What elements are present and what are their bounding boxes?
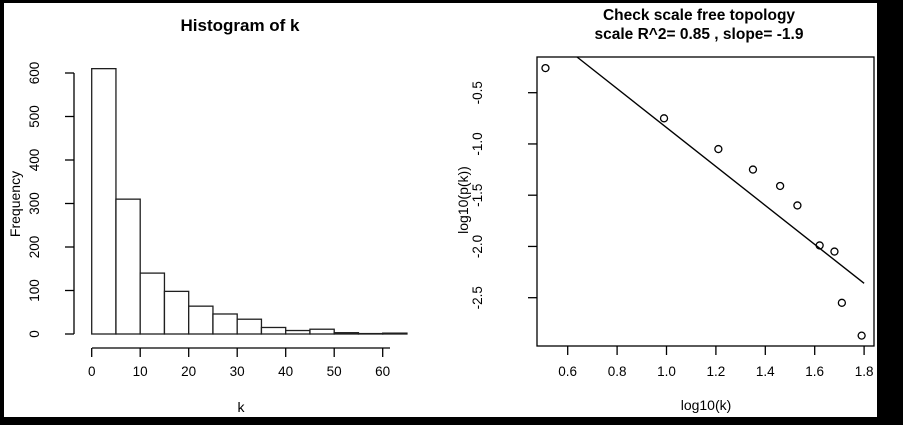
histogram-bar <box>212 313 238 335</box>
x-tick-label: 1.4 <box>756 364 775 379</box>
histogram-bar <box>260 326 287 335</box>
histogram-bar <box>163 290 190 335</box>
x-tick-label: 50 <box>327 364 342 379</box>
y-tick-label: 400 <box>27 149 42 172</box>
x-tick-label: 1.6 <box>805 364 824 379</box>
data-point <box>815 241 824 250</box>
histogram-bar <box>309 328 335 335</box>
x-tick-label: 30 <box>230 364 245 379</box>
x-tick-label: 1.8 <box>855 364 874 379</box>
histogram-of-k-chart: Histogram of kFrequencyk0100200300400500… <box>7 16 408 415</box>
y-tick-label: -2.0 <box>470 235 485 258</box>
y-tick-label: -1.0 <box>470 132 485 155</box>
histogram-bar <box>236 318 263 335</box>
y-tick-label: -2.5 <box>470 286 485 309</box>
y-tick-label: 100 <box>27 279 42 302</box>
histogram-bar <box>382 332 408 335</box>
data-point <box>775 181 785 191</box>
data-point <box>659 114 669 123</box>
histogram-bar <box>91 68 117 335</box>
plot-box <box>536 56 875 347</box>
y-tick-label: 0 <box>27 330 42 338</box>
data-point <box>714 144 723 154</box>
y-tick-label: -1.5 <box>470 184 485 207</box>
x-tick-label: 0.6 <box>558 364 577 379</box>
x-tick-label: 20 <box>181 364 196 379</box>
histogram-y-axis-label: Frequency <box>7 171 23 237</box>
data-point <box>793 201 802 210</box>
data-point <box>837 298 847 307</box>
histogram-bar <box>115 198 141 335</box>
data-point <box>857 331 866 340</box>
x-tick-label: 1.0 <box>657 364 676 379</box>
x-tick-label: 60 <box>375 364 390 379</box>
x-tick-label: 0.8 <box>608 364 627 379</box>
plot-panel: Histogram of k Frequency k 0 100 200 300 400 500… <box>4 3 877 417</box>
regression-line <box>576 56 865 284</box>
y-tick-label: 600 <box>27 62 42 85</box>
histogram-title: Histogram of k <box>180 16 300 35</box>
y-tick-label: 500 <box>27 105 42 128</box>
x-tick-label: 1.2 <box>707 364 726 379</box>
y-tick-label: 200 <box>27 236 42 259</box>
histogram-x-axis-label: k <box>238 399 246 415</box>
x-tick-label: 0 <box>88 364 96 379</box>
x-tick-label: 40 <box>278 364 293 379</box>
y-tick-label: -0.5 <box>470 81 485 104</box>
y-tick-label: 300 <box>27 192 42 215</box>
data-point <box>830 247 839 256</box>
histogram-bar <box>188 305 214 335</box>
scatter-y-axis-label: log10(p(k)) <box>455 166 471 234</box>
data-point <box>541 63 550 73</box>
histogram-bar <box>333 332 360 335</box>
scatter-subtitle: scale R^2= 0.85 , slope= -1.9 <box>595 26 804 43</box>
histogram-bar <box>139 272 166 335</box>
scatter-x-axis-label: log10(k) <box>681 397 732 413</box>
scatter-title: Check scale free topology <box>603 7 795 24</box>
data-point <box>748 165 758 174</box>
scale-free-topology-chart: Check scale free topology scale R^2= 0.85… <box>455 7 875 413</box>
x-tick-label: 10 <box>133 364 148 379</box>
histogram-bar <box>285 329 311 335</box>
